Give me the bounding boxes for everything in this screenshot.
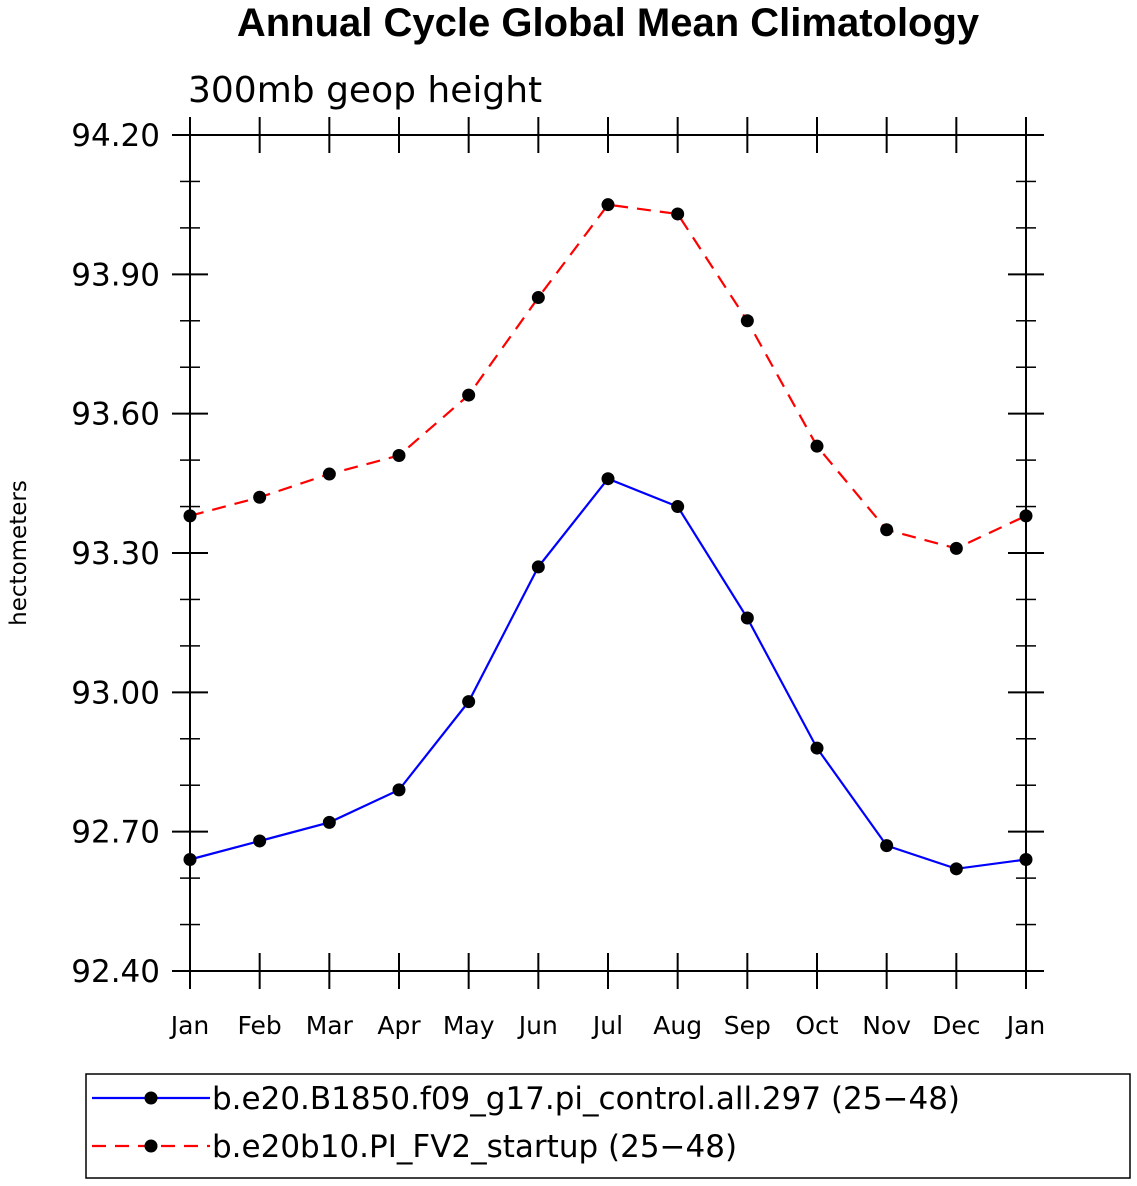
data-point bbox=[601, 472, 615, 486]
data-point bbox=[183, 853, 197, 867]
data-point bbox=[880, 523, 894, 537]
data-point bbox=[601, 198, 615, 212]
chart-title: Annual Cycle Global Mean Climatology bbox=[237, 1, 980, 45]
x-tick-label: Aug bbox=[653, 1011, 702, 1040]
data-point bbox=[183, 509, 197, 523]
data-point bbox=[392, 448, 406, 462]
data-point bbox=[880, 839, 894, 853]
data-point bbox=[531, 560, 545, 574]
series-line bbox=[189, 477, 1027, 870]
data-point bbox=[253, 834, 267, 848]
legend-entries: b.e20.B1850.f09_g17.pi_control.all.297 (… bbox=[92, 1081, 960, 1165]
data-point bbox=[462, 695, 476, 709]
legend-box bbox=[85, 1073, 1131, 1179]
x-tick-label: Dec bbox=[932, 1011, 980, 1040]
x-tick-label: May bbox=[443, 1011, 495, 1040]
x-tick-label: Oct bbox=[795, 1011, 838, 1040]
x-tick-label: Feb bbox=[238, 1011, 282, 1040]
y-tick-label: 92.70 bbox=[71, 815, 160, 851]
data-point bbox=[740, 611, 754, 625]
data-point bbox=[949, 862, 963, 876]
x-tick-label: Jan bbox=[169, 1011, 210, 1040]
y-axis-label: hectometers bbox=[6, 480, 32, 626]
data-point bbox=[253, 490, 267, 504]
x-tick-label: Sep bbox=[724, 1011, 771, 1040]
data-point bbox=[671, 500, 685, 514]
x-tick-label: Jun bbox=[517, 1011, 558, 1040]
data-point bbox=[949, 541, 963, 555]
x-tick-label: Jan bbox=[1005, 1011, 1046, 1040]
data-point bbox=[740, 314, 754, 328]
legend-label: b.e20b10.PI_FV2_startup (25−48) bbox=[212, 1129, 737, 1165]
data-point bbox=[1019, 853, 1033, 867]
data-point bbox=[392, 783, 406, 797]
x-axis-tick-labels: Jan Feb Mar Apr May Jun Jul Aug Sep Oct Nov Dec Jan bbox=[169, 1011, 1046, 1040]
legend-entry-1: b.e20.B1850.f09_g17.pi_control.all.297 (… bbox=[92, 1081, 960, 1117]
legend-entry-2: b.e20b10.PI_FV2_startup (25−48) bbox=[92, 1129, 737, 1165]
y-tick-label: 93.30 bbox=[71, 536, 160, 572]
legend-marker bbox=[144, 1091, 158, 1105]
x-tick-label: Jul bbox=[591, 1011, 623, 1040]
chart-subtitle: 300mb geop height bbox=[188, 70, 542, 111]
y-tick-label: 93.00 bbox=[71, 675, 160, 711]
data-point bbox=[531, 291, 545, 305]
series-group bbox=[183, 198, 1033, 876]
series-1 bbox=[183, 472, 1033, 876]
data-point bbox=[810, 741, 824, 755]
x-tick-label: Nov bbox=[862, 1011, 911, 1040]
data-point bbox=[322, 815, 336, 829]
plot-frame bbox=[189, 134, 1027, 972]
series-2 bbox=[183, 198, 1033, 555]
legend-marker bbox=[144, 1139, 158, 1153]
series-line bbox=[189, 203, 1027, 550]
data-point bbox=[810, 439, 824, 453]
legend: b.e20.B1850.f09_g17.pi_control.all.297 (… bbox=[85, 1073, 1131, 1179]
x-tick-label: Apr bbox=[377, 1011, 421, 1040]
y-tick-label: 93.60 bbox=[71, 397, 160, 433]
data-point bbox=[462, 388, 476, 402]
data-point bbox=[322, 467, 336, 481]
y-tick-label: 94.20 bbox=[71, 118, 160, 154]
data-point bbox=[1019, 509, 1033, 523]
x-tick-label: Mar bbox=[306, 1011, 354, 1040]
legend-label: b.e20.B1850.f09_g17.pi_control.all.297 (… bbox=[212, 1081, 960, 1117]
axis-ticks bbox=[172, 117, 1044, 989]
y-tick-label: 92.40 bbox=[71, 954, 160, 990]
y-tick-label: 93.90 bbox=[71, 257, 160, 293]
y-axis-tick-labels: 92.40 92.70 93.00 93.30 93.60 93.90 94.20 bbox=[71, 118, 160, 990]
data-point bbox=[671, 207, 685, 221]
